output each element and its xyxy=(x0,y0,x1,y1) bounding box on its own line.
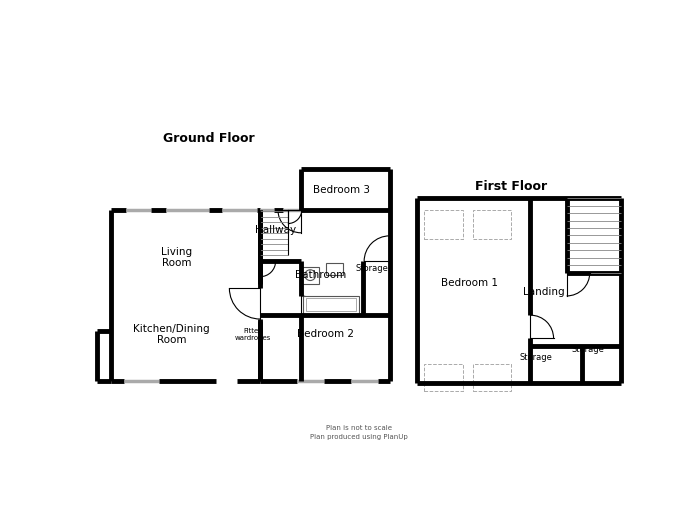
Text: Hallway: Hallway xyxy=(255,225,296,236)
Text: Landing: Landing xyxy=(523,287,564,297)
Text: Bedroom 3: Bedroom 3 xyxy=(314,185,370,195)
Text: Bathroom: Bathroom xyxy=(295,270,346,280)
Text: First Floor: First Floor xyxy=(475,180,547,193)
Text: Bedroom 1: Bedroom 1 xyxy=(441,278,498,288)
Text: Fitted
wardrobes: Fitted wardrobes xyxy=(235,328,272,341)
Bar xyxy=(424,364,463,390)
Text: Bedroom 2: Bedroom 2 xyxy=(297,329,354,340)
Bar xyxy=(473,364,511,390)
Text: Storage: Storage xyxy=(356,265,389,273)
Bar xyxy=(424,210,463,239)
Text: Plan is not to scale: Plan is not to scale xyxy=(326,426,392,431)
Text: Living
Room: Living Room xyxy=(161,247,192,268)
Text: Storage: Storage xyxy=(519,353,552,362)
Bar xyxy=(326,263,343,275)
Bar xyxy=(306,298,356,312)
Text: Kitchen/Dining
Room: Kitchen/Dining Room xyxy=(133,324,210,345)
Text: Ground Floor: Ground Floor xyxy=(163,132,254,145)
Bar xyxy=(473,210,511,239)
Text: Plan produced using PlanUp: Plan produced using PlanUp xyxy=(310,434,407,440)
Bar xyxy=(302,267,318,285)
Circle shape xyxy=(305,270,316,280)
Bar xyxy=(302,296,358,314)
Text: Storage: Storage xyxy=(572,345,605,354)
